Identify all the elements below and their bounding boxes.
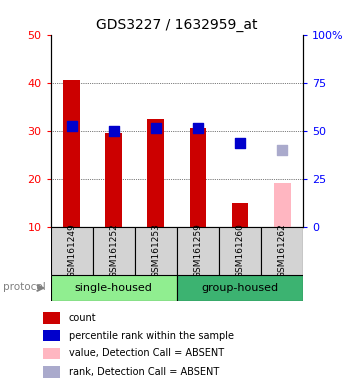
- Text: GSM161249: GSM161249: [67, 223, 76, 278]
- Bar: [232, 203, 248, 227]
- Bar: [43, 366, 60, 377]
- Bar: [51, 227, 93, 275]
- Bar: [93, 227, 135, 275]
- Point: [237, 139, 243, 146]
- Text: protocol: protocol: [3, 281, 45, 292]
- Bar: [43, 348, 60, 359]
- Bar: [219, 227, 261, 275]
- Title: GDS3227 / 1632959_at: GDS3227 / 1632959_at: [96, 18, 258, 32]
- Bar: [43, 312, 60, 323]
- Point: [195, 125, 201, 131]
- Bar: [135, 227, 177, 275]
- Text: GSM161253: GSM161253: [151, 223, 160, 278]
- Bar: [274, 184, 291, 227]
- Bar: [147, 119, 164, 227]
- Bar: [51, 275, 177, 301]
- Text: GSM161260: GSM161260: [236, 223, 244, 278]
- Text: percentile rank within the sample: percentile rank within the sample: [69, 331, 234, 341]
- Text: rank, Detection Call = ABSENT: rank, Detection Call = ABSENT: [69, 367, 219, 377]
- Point: [111, 127, 117, 134]
- Bar: [63, 80, 80, 227]
- Text: group-housed: group-housed: [201, 283, 279, 293]
- Bar: [190, 128, 206, 227]
- Text: value, Detection Call = ABSENT: value, Detection Call = ABSENT: [69, 348, 224, 358]
- Point: [279, 147, 285, 153]
- Bar: [105, 133, 122, 227]
- Bar: [177, 275, 303, 301]
- Bar: [43, 330, 60, 341]
- Text: single-housed: single-housed: [75, 283, 153, 293]
- Text: count: count: [69, 313, 96, 323]
- Point: [69, 123, 74, 129]
- Text: GSM161262: GSM161262: [278, 223, 287, 278]
- Text: GSM161259: GSM161259: [193, 223, 203, 278]
- Point: [153, 125, 159, 131]
- Text: GSM161252: GSM161252: [109, 223, 118, 278]
- Bar: [177, 227, 219, 275]
- Bar: [261, 227, 303, 275]
